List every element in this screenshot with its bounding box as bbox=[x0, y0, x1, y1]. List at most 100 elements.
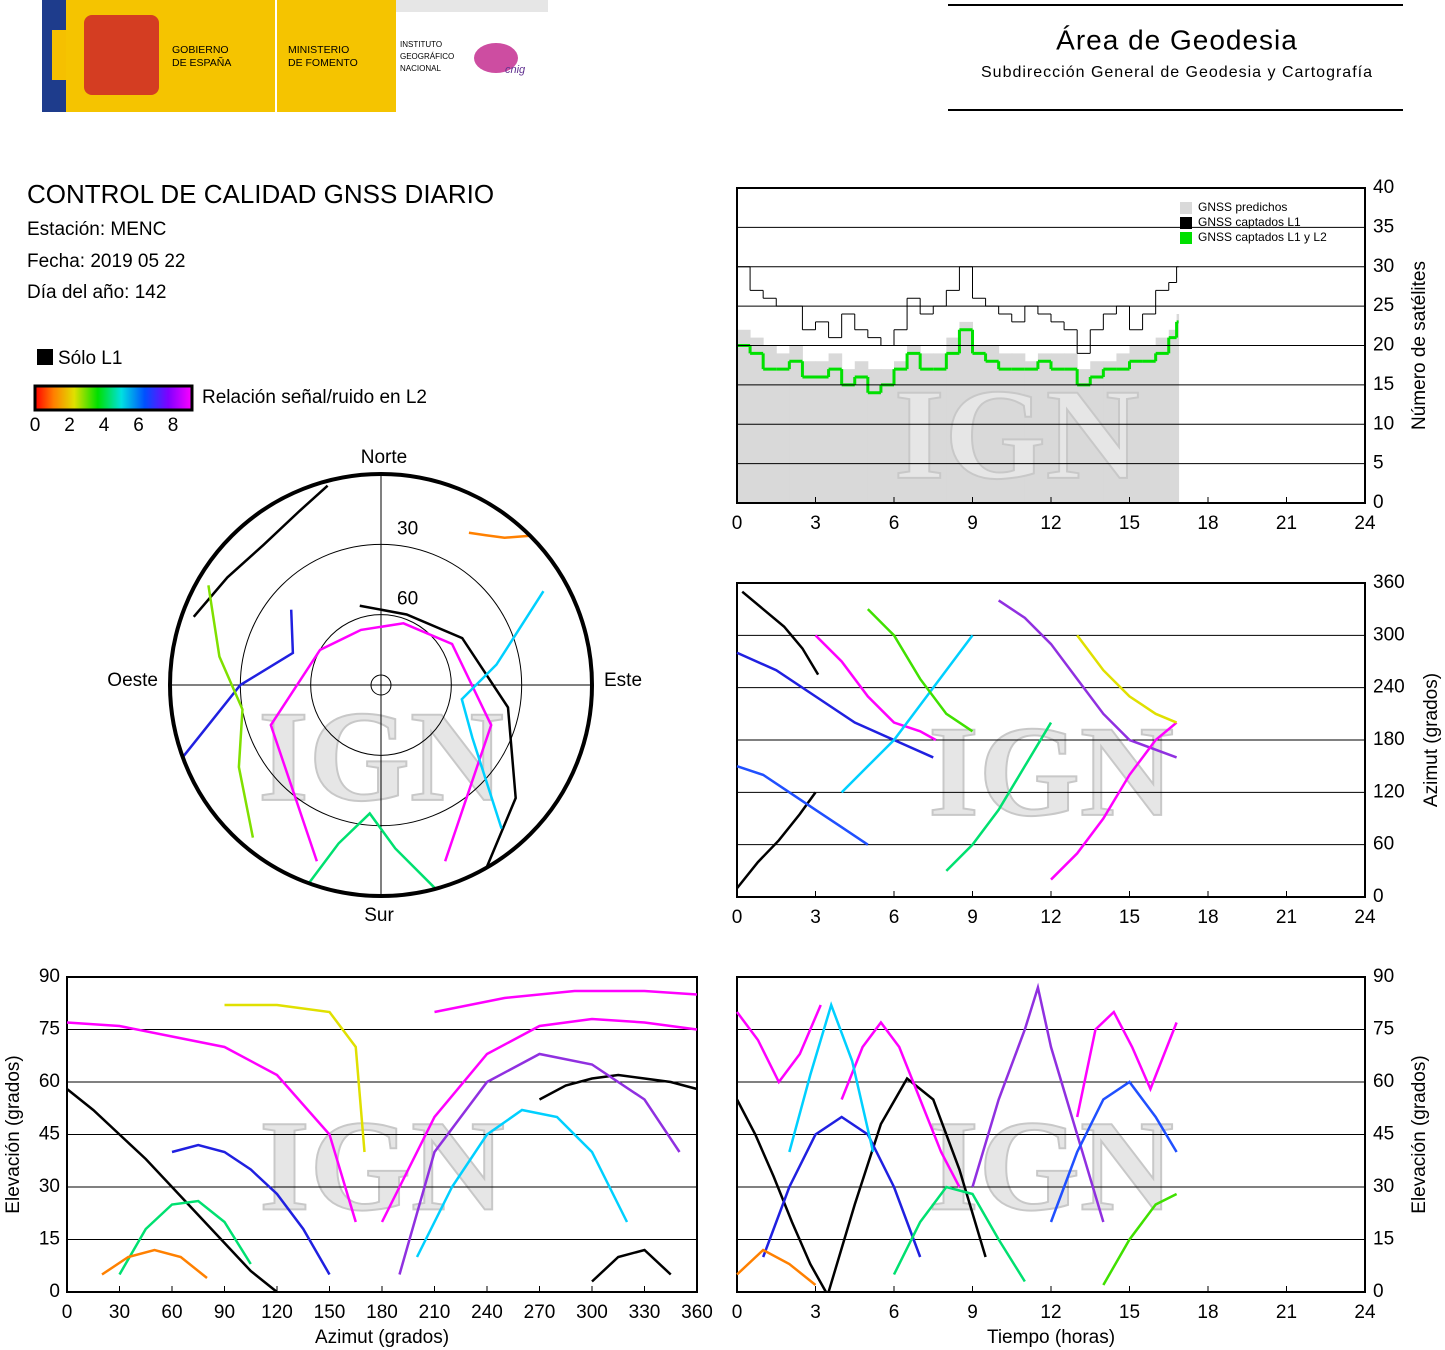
x-tick-label: 360 bbox=[681, 1302, 713, 1323]
logo-text: cnig bbox=[505, 64, 526, 76]
satellite-track bbox=[380, 1017, 698, 1223]
legend-label: GNSS predichos bbox=[1198, 200, 1287, 214]
y-tick-label: 30 bbox=[1373, 256, 1394, 277]
predicted-bar bbox=[802, 361, 816, 503]
legend-swatch bbox=[1180, 217, 1192, 229]
x-tick-label: 90 bbox=[214, 1302, 235, 1323]
plot-frame bbox=[736, 187, 1366, 504]
plot-frame bbox=[736, 976, 1366, 1293]
satellite-track bbox=[468, 531, 531, 539]
y-tick-label: 40 bbox=[1373, 177, 1394, 198]
y-axis-title: Número de satélites bbox=[1409, 261, 1430, 430]
legend-label: GNSS captados L1 y L2 bbox=[1198, 230, 1327, 244]
satellite-track bbox=[1075, 1009, 1178, 1118]
satellite-track bbox=[736, 651, 934, 759]
watermark: IGN bbox=[259, 1094, 505, 1238]
y-axis-title: Azimut (grados) bbox=[1421, 673, 1442, 807]
satellite-track bbox=[269, 622, 493, 862]
satellite-track bbox=[945, 721, 1053, 872]
colorbar-tick-label: 8 bbox=[168, 415, 179, 436]
predicted-bar bbox=[737, 329, 751, 503]
ring-label: 30 bbox=[397, 518, 418, 539]
satellite-track bbox=[735, 1098, 828, 1293]
flag-stripe bbox=[52, 30, 66, 80]
area-title: Área de Geodesia bbox=[1056, 24, 1298, 55]
y-tick-label: 240 bbox=[1373, 677, 1405, 698]
satellite-track bbox=[892, 1185, 1026, 1283]
horizon bbox=[168, 472, 594, 898]
satellite-track bbox=[307, 811, 437, 890]
satellite-track bbox=[66, 1021, 357, 1223]
direction-label: Norte bbox=[361, 447, 407, 468]
plot-frame bbox=[736, 582, 1366, 898]
y-tick-label: 20 bbox=[1373, 335, 1394, 356]
legend-label: GNSS captados L1 bbox=[1198, 215, 1301, 229]
x-tick-label: 18 bbox=[1197, 907, 1218, 928]
x-tick-label: 24 bbox=[1354, 907, 1376, 928]
watermark: IGN bbox=[928, 700, 1174, 844]
satellite-track bbox=[101, 1248, 208, 1279]
predicted-bar bbox=[1064, 353, 1078, 503]
predicted-bar bbox=[1011, 353, 1026, 503]
satellite-track bbox=[538, 1073, 698, 1101]
x-tick-label: 0 bbox=[732, 513, 743, 534]
y-tick-label: 45 bbox=[39, 1124, 60, 1145]
satellite-track bbox=[460, 590, 545, 830]
satellite-track bbox=[1076, 634, 1178, 724]
direction-label: Sur bbox=[364, 905, 394, 926]
x-tick-label: 15 bbox=[1119, 907, 1140, 928]
x-tick-label: 300 bbox=[576, 1302, 608, 1323]
satellite-track bbox=[415, 1108, 629, 1258]
y-tick-label: 360 bbox=[1373, 572, 1405, 593]
x-tick-label: 3 bbox=[810, 513, 821, 534]
predicted-bar bbox=[959, 321, 973, 503]
predicted-bar bbox=[933, 353, 947, 503]
satellite-track bbox=[788, 1001, 875, 1153]
x-tick-label: 150 bbox=[314, 1302, 346, 1323]
satellite-track bbox=[971, 982, 1105, 1223]
x-tick-label: 6 bbox=[889, 1302, 900, 1323]
satellite-track bbox=[591, 1248, 672, 1283]
colorbar bbox=[33, 384, 194, 412]
x-axis-title: Tiempo (horas) bbox=[987, 1327, 1115, 1348]
satellite-track bbox=[171, 1143, 331, 1276]
predicted-bar bbox=[1051, 353, 1065, 503]
header: GOBIERNO DE ESPAÑA MINISTERIO DE FOMENTO… bbox=[42, 0, 1403, 112]
satellite-track bbox=[736, 791, 817, 890]
zenith bbox=[370, 674, 392, 696]
predicted-bar bbox=[841, 369, 856, 503]
satellite-track bbox=[866, 608, 974, 733]
y-tick-label: 60 bbox=[1373, 1071, 1394, 1092]
predicted-bar bbox=[1103, 361, 1117, 503]
satellite-track bbox=[192, 484, 329, 618]
y-tick-label: 25 bbox=[1373, 295, 1394, 316]
y-tick-label: 0 bbox=[49, 1281, 60, 1302]
colorbar-tick-label: 4 bbox=[99, 415, 110, 436]
info-line: Fecha: 2019 05 22 bbox=[27, 251, 185, 272]
logo-text: GEOGRÁFICO bbox=[400, 52, 454, 61]
report-title: CONTROL DE CALIDAD GNSS DIARIO bbox=[27, 179, 494, 209]
predicted-bar bbox=[920, 353, 934, 503]
logo-text: GOBIERNO bbox=[172, 44, 229, 56]
y-tick-label: 0 bbox=[1373, 1281, 1384, 1302]
predicted-bar bbox=[854, 361, 869, 503]
logo-text: INSTITUTO bbox=[400, 40, 442, 49]
logo-text: MINISTERIO bbox=[288, 44, 349, 56]
x-tick-label: 180 bbox=[366, 1302, 398, 1323]
legend-swatch bbox=[1180, 202, 1192, 214]
y-tick-label: 300 bbox=[1373, 624, 1405, 645]
predicted-bar bbox=[815, 361, 830, 503]
legend-swatch bbox=[1180, 232, 1192, 244]
predicted-bar bbox=[946, 337, 960, 503]
predicted-bar bbox=[1090, 361, 1104, 503]
x-tick-label: 21 bbox=[1276, 513, 1297, 534]
satellite-track bbox=[1102, 1192, 1178, 1286]
satellite-track bbox=[118, 1199, 252, 1276]
y-tick-label: 75 bbox=[1373, 1019, 1394, 1040]
satellite-track bbox=[736, 764, 869, 846]
ring-label: 60 bbox=[397, 589, 418, 610]
y-tick-label: 60 bbox=[39, 1071, 60, 1092]
predicted-bar bbox=[1077, 369, 1091, 503]
y-tick-label: 15 bbox=[1373, 1229, 1394, 1250]
direction-label: Este bbox=[604, 670, 642, 691]
